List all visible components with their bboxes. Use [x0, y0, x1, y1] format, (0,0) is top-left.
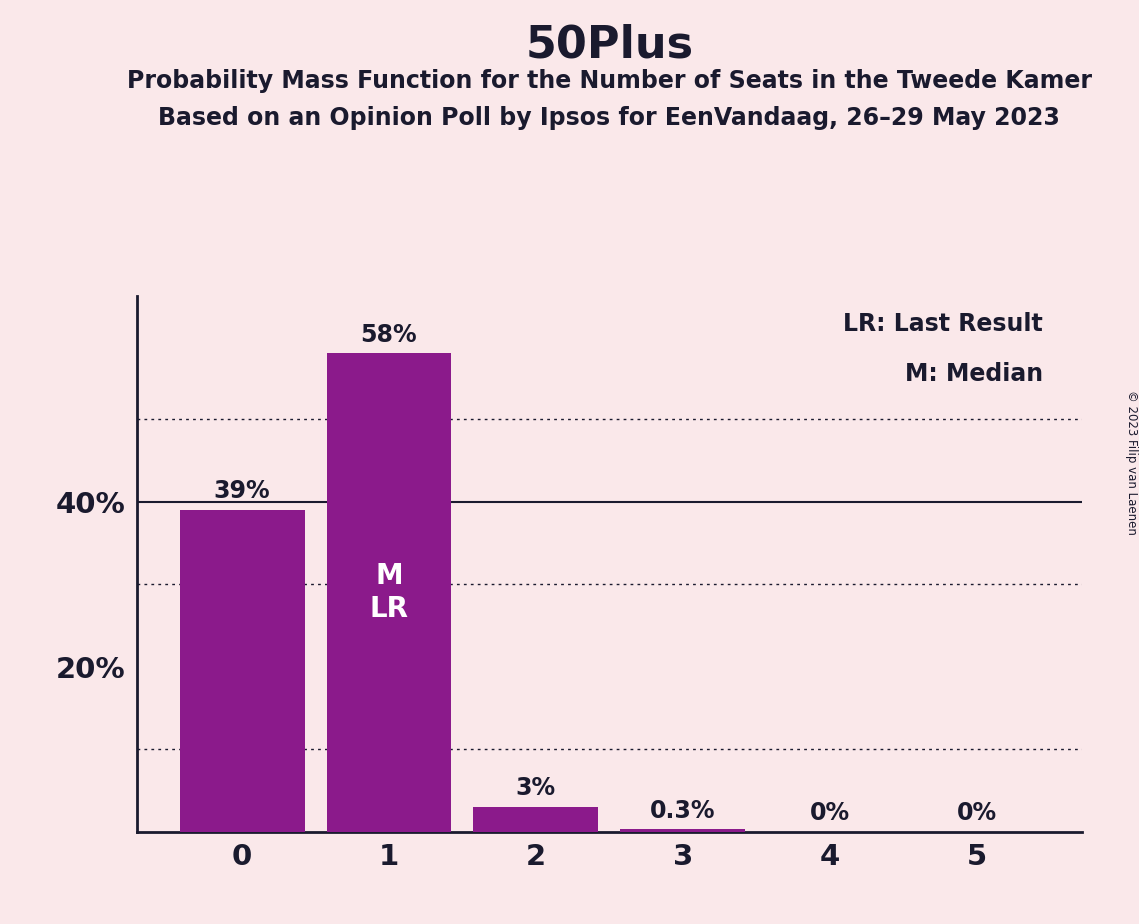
Text: Probability Mass Function for the Number of Seats in the Tweede Kamer: Probability Mass Function for the Number… [126, 69, 1092, 93]
Text: 58%: 58% [361, 322, 417, 346]
Text: 0%: 0% [957, 801, 997, 825]
Text: 0%: 0% [810, 801, 850, 825]
Bar [474, 807, 598, 832]
Text: 39%: 39% [214, 480, 270, 504]
Bar [327, 353, 451, 832]
Text: M: Median: M: Median [904, 361, 1042, 385]
Text: 0.3%: 0.3% [650, 798, 715, 822]
Text: 3%: 3% [516, 776, 556, 800]
Bar [621, 829, 745, 832]
Text: M
LR: M LR [369, 563, 409, 623]
Text: © 2023 Filip van Laenen: © 2023 Filip van Laenen [1124, 390, 1138, 534]
Text: 50Plus: 50Plus [525, 23, 694, 67]
Text: LR: Last Result: LR: Last Result [843, 312, 1042, 336]
Bar [180, 510, 304, 832]
Text: Based on an Opinion Poll by Ipsos for EenVandaag, 26–29 May 2023: Based on an Opinion Poll by Ipsos for Ee… [158, 106, 1060, 130]
